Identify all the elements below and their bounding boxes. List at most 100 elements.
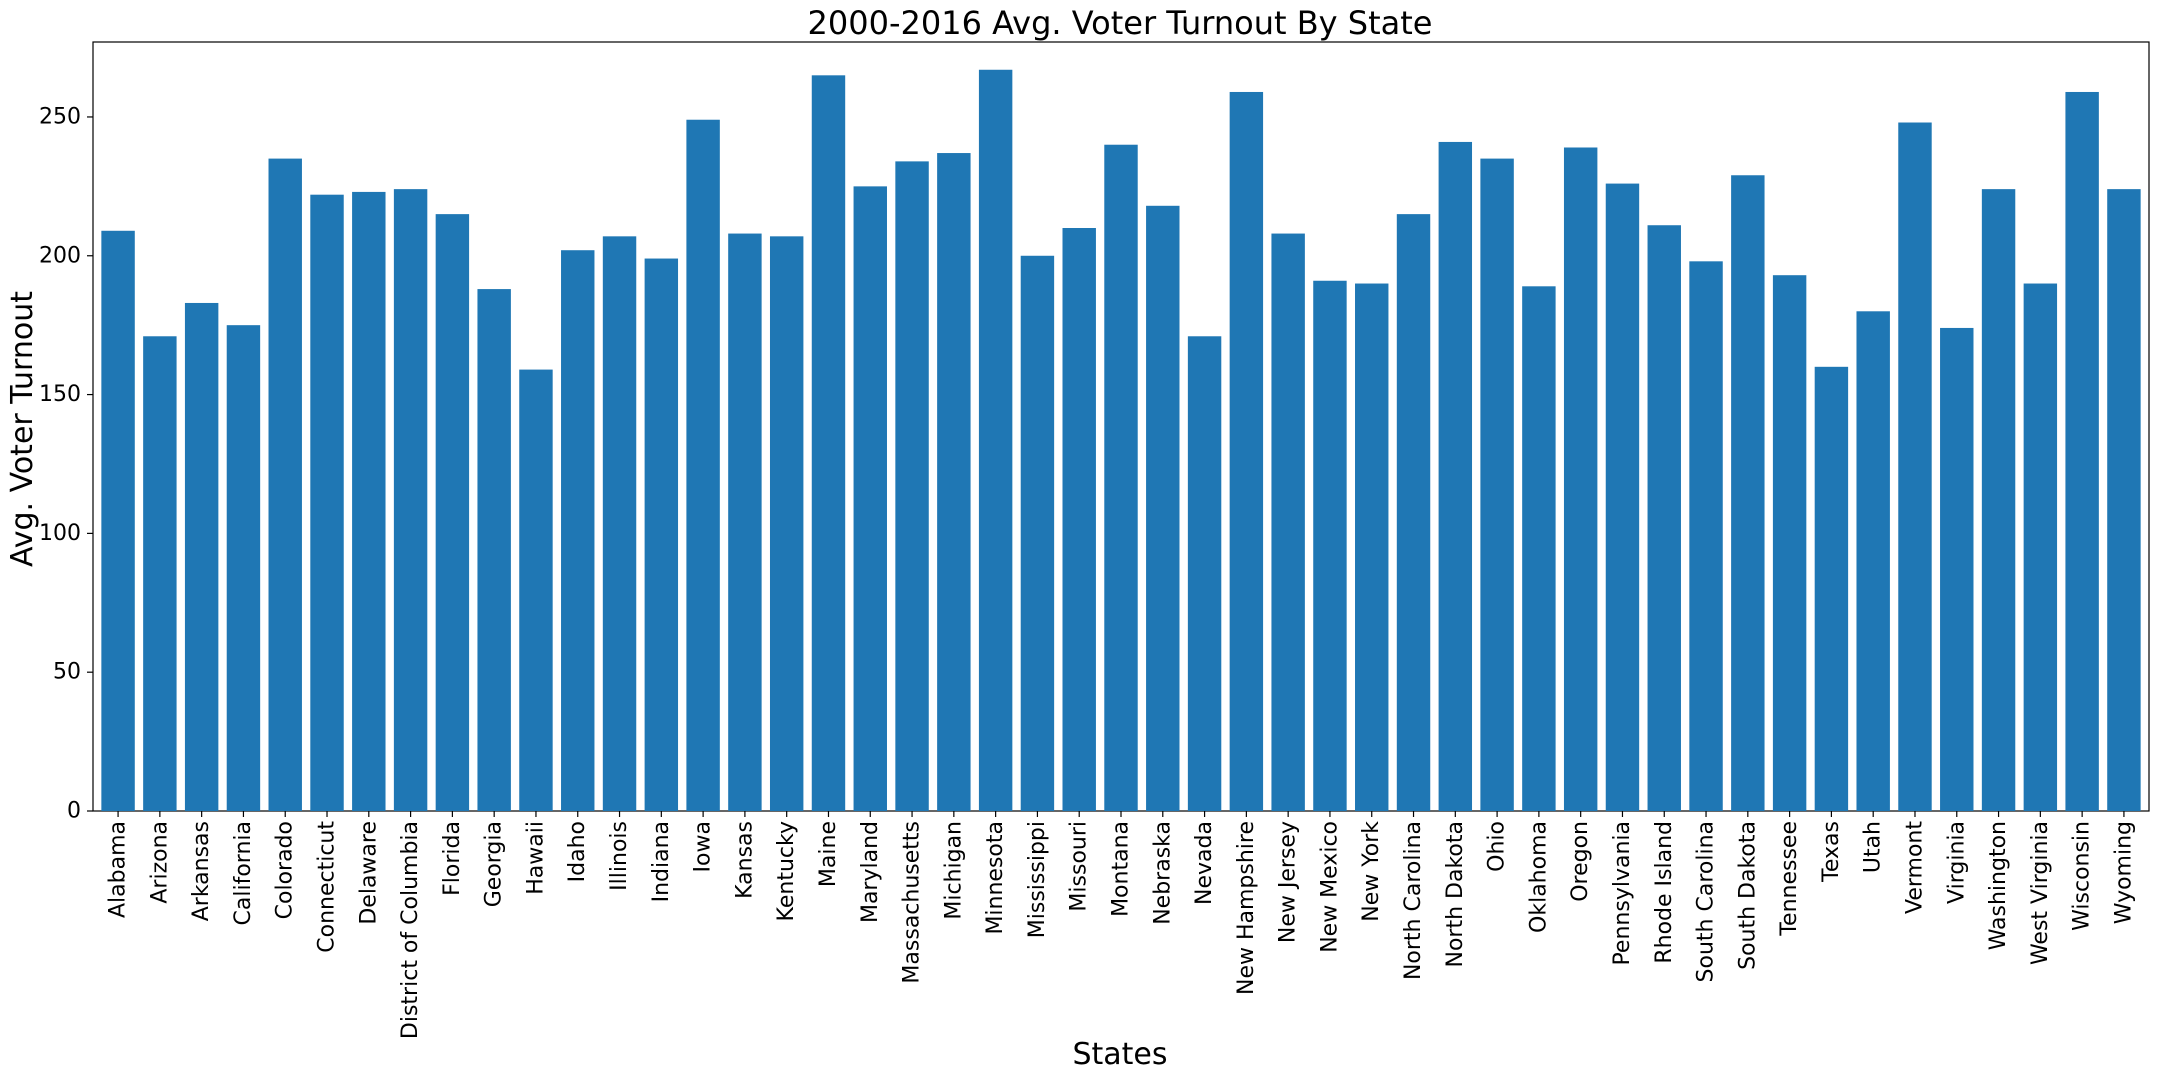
bar-illinois bbox=[602, 236, 637, 811]
x-tick-label: Utah bbox=[1861, 821, 1886, 873]
bar-new-mexico bbox=[1313, 280, 1347, 811]
bar-nebraska bbox=[1146, 205, 1180, 812]
x-tick-label: Washington bbox=[1986, 821, 2011, 950]
bar-idaho bbox=[561, 250, 595, 811]
bar-maine bbox=[811, 75, 846, 811]
bar-south-carolina bbox=[1689, 261, 1723, 811]
x-tick-label: Vermont bbox=[1902, 821, 1927, 914]
x-tick-label: Idaho bbox=[565, 821, 590, 882]
x-tick-label: Kansas bbox=[732, 821, 757, 899]
x-tick-label: Missouri bbox=[1067, 821, 1092, 912]
x-tick-label: Nebraska bbox=[1150, 821, 1175, 925]
bar-south-dakota bbox=[1731, 175, 1765, 811]
bar-minnesota bbox=[978, 69, 1013, 812]
bar-washington bbox=[1981, 189, 2016, 811]
x-tick-label: Pennsylvania bbox=[1610, 821, 1635, 966]
x-tick-label: New Hampshire bbox=[1234, 821, 1259, 995]
x-tick-label: Texas bbox=[1819, 821, 1844, 883]
bar-california bbox=[226, 325, 261, 811]
bar-delaware bbox=[352, 191, 386, 812]
x-tick-label: South Dakota bbox=[1735, 821, 1760, 970]
bar-texas bbox=[1814, 366, 1849, 811]
x-tick-label: Oklahoma bbox=[1526, 821, 1551, 933]
bar-nevada bbox=[1187, 336, 1222, 811]
x-tick-label: Arizona bbox=[147, 821, 172, 904]
chart-title: 2000-2016 Avg. Voter Turnout By State bbox=[808, 4, 1433, 42]
bar-hawaii bbox=[519, 369, 553, 811]
bar-new-york bbox=[1355, 283, 1389, 811]
bar-ohio bbox=[1480, 158, 1514, 812]
bar-arizona bbox=[143, 336, 177, 811]
x-tick-label: Indiana bbox=[649, 821, 674, 902]
bar-massachusetts bbox=[895, 161, 929, 811]
bar-oklahoma bbox=[1522, 286, 1556, 812]
x-tick-label: North Carolina bbox=[1401, 821, 1426, 980]
x-tick-label: Connecticut bbox=[315, 821, 340, 953]
x-tick-label: Ohio bbox=[1485, 821, 1510, 872]
x-tick-label: Maine bbox=[816, 821, 841, 887]
y-tick-label: 50 bbox=[53, 660, 81, 685]
x-tick-label: Maryland bbox=[858, 821, 883, 923]
x-tick-label: Nevada bbox=[1192, 821, 1217, 905]
bars-group bbox=[101, 69, 2141, 812]
x-tick-label: Oregon bbox=[1568, 821, 1593, 902]
y-tick-label: 100 bbox=[39, 521, 81, 546]
x-tick-label: Colorado bbox=[273, 821, 298, 919]
bar-florida bbox=[435, 214, 470, 811]
x-tick-label: Iowa bbox=[691, 821, 716, 872]
bar-missouri bbox=[1062, 228, 1096, 812]
x-tick-label: Illinois bbox=[607, 821, 632, 891]
bar-indiana bbox=[644, 258, 679, 811]
x-tick-label: Arkansas bbox=[189, 821, 214, 921]
bar-new-jersey bbox=[1271, 233, 1305, 811]
bar-wisconsin bbox=[2065, 91, 2099, 811]
x-tick-label: Mississippi bbox=[1025, 821, 1050, 938]
bar-utah bbox=[1856, 311, 1890, 811]
bar-iowa bbox=[686, 119, 720, 811]
bar-michigan bbox=[937, 153, 971, 811]
x-tick-label: Montana bbox=[1109, 821, 1134, 917]
bar-north-dakota bbox=[1438, 141, 1473, 811]
y-tick-label: 200 bbox=[39, 243, 81, 268]
x-tick-label: Georgia bbox=[482, 821, 507, 907]
bar-vermont bbox=[1898, 122, 1932, 811]
x-tick-label: Alabama bbox=[106, 821, 131, 918]
x-tick-label: Rhode Island bbox=[1652, 821, 1677, 964]
x-tick-label: District of Columbia bbox=[398, 821, 423, 1039]
x-tick-label: New York bbox=[1359, 821, 1384, 922]
x-tick-label: New Mexico bbox=[1317, 821, 1342, 953]
bar-wyoming bbox=[2107, 189, 2141, 811]
bar-virginia bbox=[1940, 327, 1974, 811]
bar-west-virginia bbox=[2023, 283, 2058, 811]
y-tick-label: 150 bbox=[39, 382, 81, 407]
bar-montana bbox=[1104, 144, 1138, 812]
y-axis-label: Avg. Voter Turnout bbox=[5, 291, 40, 567]
bar-new-hampshire bbox=[1229, 91, 1264, 811]
x-tick-label: Virginia bbox=[1944, 821, 1969, 904]
bar-district-of-columbia bbox=[393, 189, 428, 811]
bar-connecticut bbox=[310, 194, 344, 812]
bar-oregon bbox=[1563, 147, 1598, 812]
bar-tennessee bbox=[1772, 275, 1807, 811]
y-tick-label: 250 bbox=[39, 104, 81, 129]
x-tick-label: North Dakota bbox=[1443, 821, 1468, 967]
bar-north-carolina bbox=[1396, 214, 1431, 811]
x-tick-label: Massachusetts bbox=[900, 821, 925, 984]
x-tick-label: California bbox=[231, 821, 256, 925]
bar-mississippi bbox=[1020, 255, 1055, 811]
bar-pennsylvania bbox=[1605, 183, 1640, 811]
x-tick-label: West Virginia bbox=[2028, 821, 2053, 965]
x-tick-label: South Carolina bbox=[1694, 821, 1719, 982]
x-tick-label: Hawaii bbox=[523, 821, 548, 895]
x-tick-label: Minnesota bbox=[983, 821, 1008, 935]
x-tick-label: Delaware bbox=[356, 821, 381, 925]
x-axis: Alabama Arizona Arkansas California Colorado… bbox=[106, 811, 2136, 1039]
bar-colorado bbox=[268, 158, 302, 812]
x-tick-label: Michigan bbox=[941, 821, 966, 920]
x-axis-label: States bbox=[1072, 1037, 1167, 1072]
bar-rhode-island bbox=[1647, 225, 1681, 812]
bar-maryland bbox=[853, 186, 887, 811]
bar-georgia bbox=[477, 289, 511, 811]
